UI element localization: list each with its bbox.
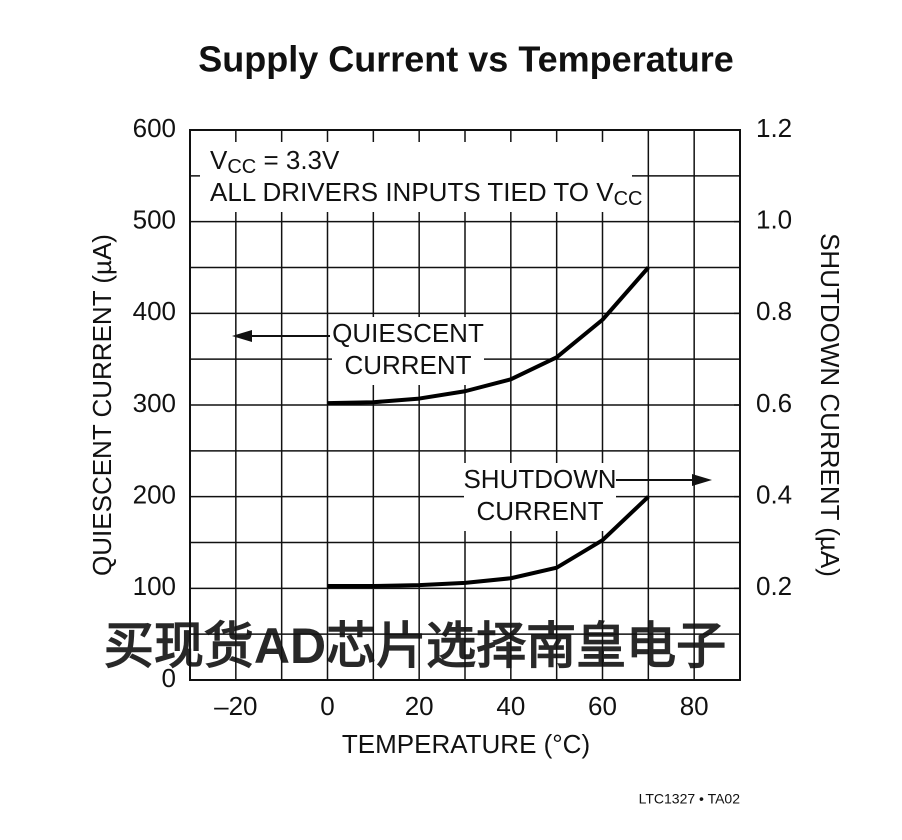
subscript: CC — [227, 156, 256, 178]
chart-title: Supply Current vs Temperature — [198, 39, 733, 80]
y-tick-label: 300 — [133, 388, 176, 418]
y2-tick-label: 0.8 — [756, 296, 792, 326]
x-tick-label: 40 — [496, 691, 525, 721]
condition-text: ALL DRIVERS INPUTS TIED TO VCC — [210, 177, 643, 210]
y2-tick-label: 0.2 — [756, 571, 792, 601]
label-bg — [464, 463, 616, 531]
series-label: CURRENT — [344, 350, 471, 380]
y2-tick-label: 1.0 — [756, 205, 792, 235]
footnote: LTC1327 • TA02 — [639, 791, 741, 807]
x-tick-label: 80 — [680, 691, 709, 721]
series-label: SHUTDOWN — [463, 464, 616, 494]
series-label: QUIESCENT — [332, 318, 484, 348]
condition-text: VCC = 3.3V — [210, 145, 340, 178]
series-line — [327, 495, 650, 589]
y2-tick-label: 0.6 — [756, 388, 792, 418]
y-tick-label: 200 — [133, 480, 176, 510]
x-axis-label: TEMPERATURE (°C) — [342, 729, 590, 759]
x-tick-label: –20 — [214, 691, 257, 721]
arrow-head — [692, 474, 712, 486]
series-label: CURRENT — [476, 496, 603, 526]
y2-tick-label: 1.2 — [756, 113, 792, 143]
text-part: = 3.3V — [256, 145, 340, 175]
arrow-head — [232, 330, 252, 342]
y-tick-label: 600 — [133, 113, 176, 143]
x-tick-label: 0 — [320, 691, 334, 721]
y-axis-label: QUIESCENT CURRENT (µA) — [87, 234, 117, 576]
x-tick-label: 20 — [405, 691, 434, 721]
y-tick-label: 100 — [133, 571, 176, 601]
subscript: CC — [614, 188, 643, 210]
text-part: V — [210, 145, 228, 175]
series-line — [327, 266, 650, 406]
watermark: 买现货AD芯片选择南皇电子 — [104, 618, 726, 674]
y2-tick-label: 0.4 — [756, 480, 792, 510]
annotation-bg — [200, 142, 632, 212]
y-tick-label: 500 — [133, 205, 176, 235]
y-tick-label: 0 — [162, 663, 176, 693]
text-part: ALL DRIVERS INPUTS TIED TO V — [210, 177, 614, 207]
y-tick-label: 400 — [133, 296, 176, 326]
label-bg — [332, 317, 484, 385]
y2-axis-label: SHUTDOWN CURRENT (µA) — [815, 233, 845, 577]
x-tick-label: 60 — [588, 691, 617, 721]
plot-frame — [189, 129, 741, 681]
